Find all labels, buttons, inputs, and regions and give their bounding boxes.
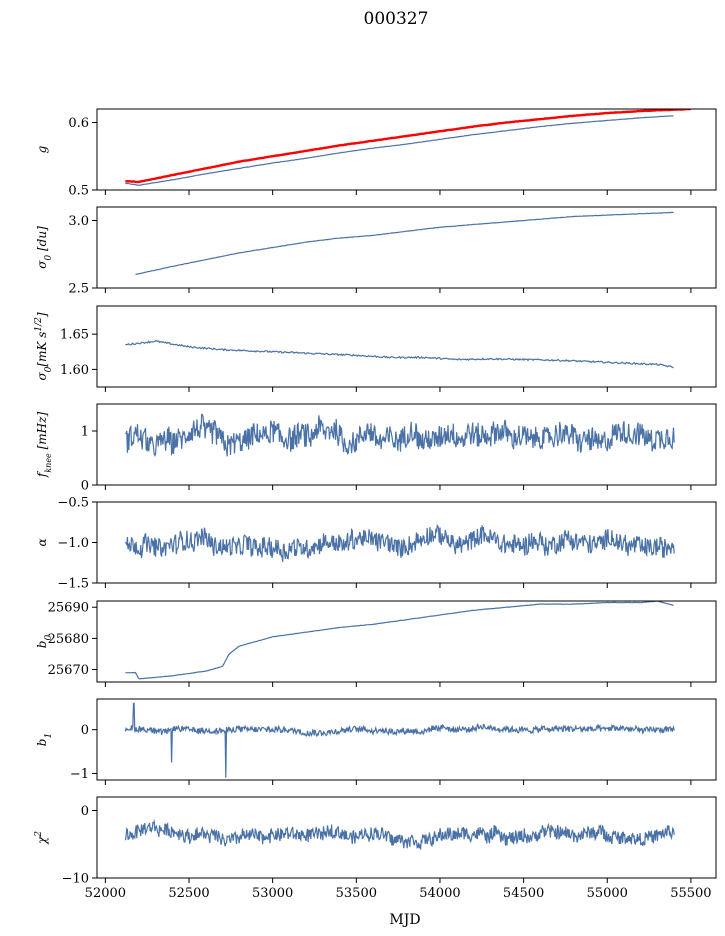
series-group: [124, 819, 675, 850]
series-group: [125, 413, 675, 457]
x-tick-label: 54000: [419, 886, 460, 901]
series-line-b0: [125, 601, 674, 680]
series-line-g-red-: [125, 109, 691, 184]
series-line-fknee: [125, 413, 675, 457]
series-line-chi2: [124, 819, 675, 850]
y-tick-label: 0.6: [68, 116, 89, 131]
series-group: [135, 211, 674, 276]
panel-4: 0 1 fknee [mHz]: [35, 403, 717, 494]
y-tick-label: 0: [81, 479, 89, 494]
series-line-alpha: [124, 523, 675, 562]
y-axis-label: α: [35, 538, 49, 546]
y-tick-label: 1.65: [60, 328, 89, 343]
y-tick-label: −10: [62, 872, 89, 887]
y-tick-label: 3.0: [68, 214, 89, 229]
y-tick-label: 1.60: [60, 363, 89, 378]
y-tick-label: 0.5: [68, 184, 89, 199]
axes-frame: [96, 403, 717, 486]
y-axis-label: fknee [mHz]: [35, 412, 53, 479]
y-tick-label: 0: [81, 723, 89, 738]
series-group: [124, 702, 675, 778]
series-group: [125, 109, 691, 186]
y-tick-label: 25690: [48, 601, 89, 616]
panel-3: 1.60 1.65 σ0[mK s1/2]: [34, 305, 717, 392]
series-group: [125, 340, 674, 369]
y-tick-label: 25680: [48, 632, 89, 647]
y-axis-label: χ2: [34, 831, 49, 845]
axes-frame: [96, 600, 717, 683]
series-line-b1: [124, 702, 675, 778]
panel-5: −1.5 −1.0 −0.5 α: [35, 496, 717, 592]
axes-frame: [96, 698, 717, 781]
panels: 0.5 0.6 g 2.5 3.0 σ0 [du] 1.60 1.65 σ0[mK s1/2] 0…: [34, 108, 717, 901]
x-tick-label: 53500: [336, 886, 377, 901]
series-line-g: [125, 115, 674, 186]
panel-7: −1 0 b1: [35, 698, 717, 785]
x-tick-label: 55500: [670, 886, 711, 901]
y-tick-label: 0: [81, 804, 89, 819]
axes-frame: [96, 108, 717, 191]
x-tick-label: 55000: [587, 886, 628, 901]
y-tick-label: 25670: [48, 663, 89, 678]
y-axis-label: b1: [35, 733, 54, 746]
y-axis-label: g: [35, 145, 49, 153]
x-tick-label: 54500: [503, 886, 544, 901]
axes-frame: [96, 501, 717, 584]
x-tick-label: 52000: [85, 886, 126, 901]
series-group: [124, 523, 675, 562]
y-axis-label: σ0 [du]: [35, 226, 54, 269]
axes-frame: [96, 796, 717, 879]
series-group: [125, 601, 674, 680]
axes-frame: [96, 206, 717, 289]
y-tick-label: 2.5: [68, 282, 89, 297]
figure-title: 000327: [364, 9, 429, 29]
panel-8: −10 0 52000 52500 53000 53500 54000 54500 55000 5…: [34, 796, 717, 901]
y-tick-label: −0.5: [57, 496, 89, 511]
y-tick-label: −1: [70, 767, 89, 782]
y-axis-label: σ0[mK s1/2]: [34, 312, 54, 380]
panel-1: 0.5 0.6 g: [35, 108, 717, 199]
series-line-sigma0-du: [135, 211, 674, 276]
y-tick-label: −1.5: [57, 577, 89, 592]
series-line-sigma0-mK: [125, 340, 674, 369]
x-axis-label: MJD: [389, 912, 420, 928]
panel-2: 2.5 3.0 σ0 [du]: [35, 206, 717, 297]
y-tick-label: 1: [81, 425, 89, 440]
y-tick-label: −1.0: [57, 536, 89, 551]
x-tick-label: 53000: [252, 886, 293, 901]
x-tick-label: 52500: [168, 886, 209, 901]
axes-frame: [96, 305, 717, 388]
